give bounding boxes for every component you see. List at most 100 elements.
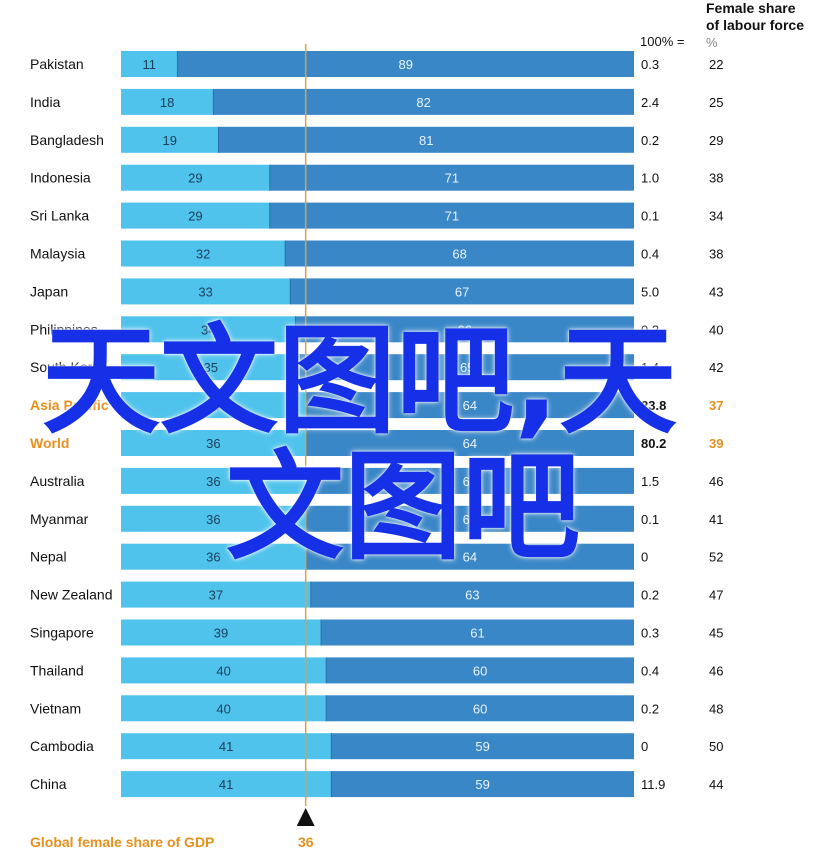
gdp-value: 23.8 bbox=[641, 398, 666, 413]
gdp-value: 0.3 bbox=[641, 57, 659, 72]
labour-share-value: 25 bbox=[709, 95, 723, 110]
female-value-label: 32 bbox=[196, 247, 210, 262]
labour-share-value: 40 bbox=[709, 322, 723, 337]
female-bar bbox=[121, 543, 306, 570]
category-label: Sri Lanka bbox=[30, 208, 89, 224]
gdp-value: 1.4 bbox=[641, 360, 659, 375]
female-bar bbox=[121, 126, 219, 153]
category-label: Australia bbox=[30, 473, 85, 489]
male-value-label: 64 bbox=[463, 436, 477, 451]
female-bar bbox=[121, 619, 322, 646]
category-label: South Korea bbox=[30, 359, 108, 375]
female-bar bbox=[121, 771, 332, 798]
female-labour-header-line2: of labour force bbox=[706, 17, 805, 33]
labour-share-value: 41 bbox=[709, 512, 723, 527]
category-label: New Zealand bbox=[30, 587, 113, 603]
footer-label: Global female share of GDP bbox=[30, 834, 215, 850]
male-value-label: 64 bbox=[463, 550, 477, 565]
female-value-label: 37 bbox=[209, 588, 223, 603]
category-label: Bangladesh bbox=[30, 132, 104, 148]
male-value-label: 65 bbox=[460, 360, 474, 375]
female-value-label: 40 bbox=[216, 701, 230, 716]
category-label: Pakistan bbox=[30, 56, 84, 72]
male-value-label: 60 bbox=[473, 663, 487, 678]
labour-share-value: 34 bbox=[709, 209, 723, 224]
labour-share-value: 45 bbox=[709, 626, 723, 641]
gdp-value: 5.0 bbox=[641, 284, 659, 299]
labour-share-value: 37 bbox=[709, 398, 723, 413]
female-value-label: 36 bbox=[206, 398, 220, 413]
labour-share-value: 39 bbox=[709, 436, 723, 451]
male-bar bbox=[305, 430, 634, 456]
category-label: Asia Pacific bbox=[30, 397, 109, 413]
female-value-label: 36 bbox=[206, 550, 220, 565]
female-bar bbox=[121, 581, 311, 608]
male-bar bbox=[331, 733, 634, 760]
female-bar bbox=[121, 657, 327, 684]
female-labour-header-line1: Female share bbox=[706, 0, 796, 16]
female-value-label: 35 bbox=[204, 360, 218, 375]
male-bar bbox=[305, 543, 634, 570]
gdp-value: 0.2 bbox=[641, 133, 659, 148]
female-value-label: 39 bbox=[214, 626, 228, 641]
male-bar bbox=[331, 771, 634, 798]
male-value-label: 82 bbox=[416, 95, 430, 110]
category-label: Philippines bbox=[30, 321, 98, 337]
male-value-label: 71 bbox=[445, 171, 459, 186]
category-label: World bbox=[30, 435, 69, 451]
labour-share-value: 50 bbox=[709, 739, 723, 754]
female-value-label: 18 bbox=[160, 95, 174, 110]
category-label: Indonesia bbox=[30, 170, 91, 186]
watermark-line1: 天文图吧,天 bbox=[42, 312, 677, 450]
category-label: Myanmar bbox=[30, 511, 89, 527]
category-label: Japan bbox=[30, 283, 68, 299]
gdp-value: 1.5 bbox=[641, 474, 659, 489]
male-value-label: 68 bbox=[452, 247, 466, 262]
gdp-value: 1.0 bbox=[641, 171, 659, 186]
labour-share-value: 29 bbox=[709, 133, 723, 148]
female-value-label: 29 bbox=[188, 209, 202, 224]
male-value-label: 89 bbox=[398, 57, 412, 72]
labour-share-value: 44 bbox=[709, 777, 723, 792]
male-bar bbox=[305, 505, 634, 532]
labour-share-value: 38 bbox=[709, 171, 723, 186]
female-value-label: 33 bbox=[198, 284, 212, 299]
male-bar bbox=[310, 581, 634, 608]
female-bar bbox=[121, 467, 306, 494]
male-bar bbox=[177, 51, 634, 77]
male-bar bbox=[326, 657, 634, 684]
gdp-value: 2.4 bbox=[641, 95, 659, 110]
female-value-label: 41 bbox=[219, 739, 233, 754]
male-bar bbox=[213, 88, 634, 115]
gdp-value: 0.4 bbox=[641, 663, 659, 678]
labour-share-value: 42 bbox=[709, 360, 723, 375]
category-label: China bbox=[30, 776, 67, 792]
labour-share-value: 48 bbox=[709, 701, 723, 716]
male-bar bbox=[326, 695, 634, 722]
gdp-value: 0.4 bbox=[641, 247, 659, 262]
male-bar bbox=[285, 240, 634, 267]
female-value-label: 34 bbox=[201, 322, 215, 337]
category-label: Nepal bbox=[30, 549, 67, 565]
female-bar bbox=[121, 316, 296, 343]
male-bar bbox=[269, 202, 634, 229]
category-label: Cambodia bbox=[30, 738, 94, 754]
male-bar bbox=[305, 467, 634, 494]
female-bar bbox=[121, 278, 291, 305]
male-value-label: 59 bbox=[475, 739, 489, 754]
female-bar bbox=[121, 164, 270, 191]
female-bar bbox=[121, 354, 301, 381]
gdp-value: 80.2 bbox=[641, 436, 666, 451]
gdp-value: 0.2 bbox=[641, 701, 659, 716]
female-bar bbox=[121, 240, 286, 267]
category-label: Malaysia bbox=[30, 246, 85, 262]
male-bar bbox=[218, 126, 634, 153]
gdp-value: 0.1 bbox=[641, 209, 659, 224]
labour-share-value: 38 bbox=[709, 247, 723, 262]
labour-share-value: 43 bbox=[709, 284, 723, 299]
female-bar bbox=[121, 51, 178, 77]
male-value-label: 61 bbox=[470, 626, 484, 641]
gdp-value: 0.1 bbox=[641, 512, 659, 527]
female-value-label: 41 bbox=[219, 777, 233, 792]
